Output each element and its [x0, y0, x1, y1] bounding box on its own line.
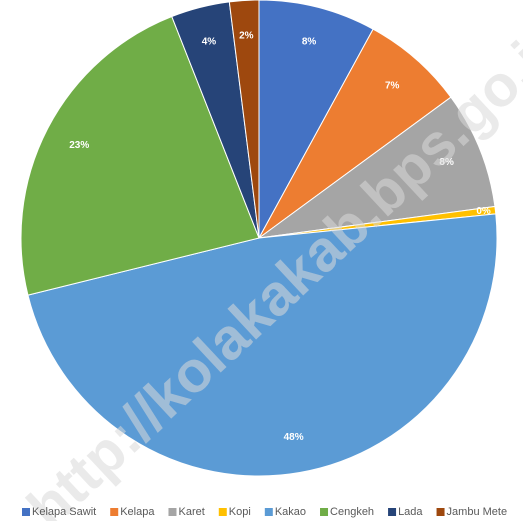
- legend-swatch: [168, 508, 177, 516]
- legend-swatch: [22, 508, 30, 516]
- slice: [258, 96, 496, 239]
- data-label: 0%: [476, 206, 491, 217]
- labels: 8% 7% 8% 0% 48% 23% 4% 2%: [69, 31, 491, 443]
- legend-label: Kakao: [275, 506, 306, 518]
- slice: [258, 28, 452, 239]
- data-label: 2%: [239, 31, 254, 42]
- data-label: 23%: [69, 140, 89, 151]
- data-label: 8%: [302, 37, 317, 48]
- data-label: 4%: [202, 37, 217, 48]
- legend-label: Lada: [398, 506, 423, 518]
- legend-label: Jambu Mete: [447, 506, 508, 518]
- legend-swatch: [218, 508, 227, 516]
- legend-label: Kopi: [229, 506, 251, 518]
- legend-swatch: [436, 508, 445, 516]
- legend-swatch: [388, 508, 397, 516]
- legend-label: Kelapa Sawit: [32, 506, 96, 518]
- legend-swatch: [110, 508, 119, 516]
- data-label: 7%: [385, 80, 400, 91]
- legend-label: Karet: [178, 506, 204, 518]
- legend: Kelapa Sawit Kelapa Karet Kopi Kakao Cengkeh L…: [22, 506, 507, 518]
- legend-label: Cengkeh: [330, 506, 374, 518]
- pie: [20, 0, 498, 477]
- slice: [228, 0, 260, 239]
- data-label: 48%: [284, 432, 304, 443]
- legend-label: Kelapa: [120, 506, 155, 518]
- slice: [27, 213, 498, 477]
- data-label: 8%: [439, 157, 454, 168]
- legend-swatch: [264, 508, 273, 516]
- legend-swatch: [320, 508, 329, 516]
- slice: [20, 15, 260, 296]
- slice: [258, 0, 374, 239]
